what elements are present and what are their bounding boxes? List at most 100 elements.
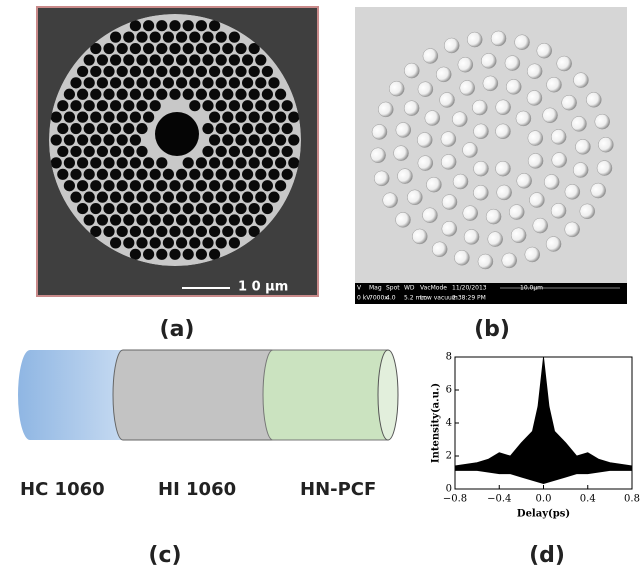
air-hole xyxy=(597,161,612,176)
air-hole xyxy=(235,203,246,214)
air-hole xyxy=(110,214,121,225)
air-hole xyxy=(136,123,147,134)
air-hole xyxy=(404,63,419,78)
x-tick-label: 0.0 xyxy=(536,494,552,505)
air-hole xyxy=(110,169,121,180)
air-hole xyxy=(176,54,187,65)
air-hole xyxy=(282,100,293,111)
air-hole xyxy=(183,43,194,54)
air-hole xyxy=(591,183,606,198)
air-hole xyxy=(123,77,134,88)
air-hole xyxy=(229,192,240,203)
air-hole xyxy=(77,89,88,100)
air-hole xyxy=(417,132,432,147)
air-hole xyxy=(209,203,220,214)
air-hole xyxy=(143,180,154,191)
air-hole xyxy=(222,112,233,123)
air-hole xyxy=(156,157,167,168)
air-hole xyxy=(202,146,213,157)
air-hole xyxy=(189,214,200,225)
air-hole xyxy=(255,54,266,65)
info-value: 2:38:29 PM xyxy=(452,295,486,302)
air-hole xyxy=(235,134,246,145)
air-hole xyxy=(562,95,577,110)
air-hole xyxy=(209,134,220,145)
air-hole xyxy=(57,146,68,157)
air-hole xyxy=(163,54,174,65)
air-hole xyxy=(407,190,422,205)
air-hole xyxy=(216,54,227,65)
air-hole xyxy=(156,180,167,191)
air-hole xyxy=(235,226,246,237)
air-hole xyxy=(491,31,506,46)
air-hole xyxy=(189,100,200,111)
air-hole xyxy=(183,203,194,214)
segment-label: HN-PCF xyxy=(300,479,376,500)
air-hole xyxy=(176,214,187,225)
air-hole xyxy=(110,192,121,203)
air-hole xyxy=(216,237,227,248)
air-hole xyxy=(77,203,88,214)
air-hole xyxy=(150,100,161,111)
air-hole xyxy=(103,180,114,191)
air-hole xyxy=(123,192,134,203)
air-hole xyxy=(103,226,114,237)
air-hole xyxy=(268,146,279,157)
air-hole xyxy=(288,134,299,145)
air-hole xyxy=(229,169,240,180)
air-hole xyxy=(130,112,141,123)
air-hole xyxy=(189,54,200,65)
air-hole xyxy=(90,66,101,77)
air-hole xyxy=(123,214,134,225)
plot-area xyxy=(455,357,632,489)
air-hole xyxy=(262,157,273,168)
air-hole xyxy=(189,32,200,43)
air-hole xyxy=(202,123,213,134)
air-hole xyxy=(572,116,587,131)
air-hole xyxy=(196,89,207,100)
air-hole xyxy=(533,218,548,233)
chart: 02468−0.8−0.40.00.40.8Delay(ps)Intensity… xyxy=(431,352,640,520)
air-hole xyxy=(110,32,121,43)
air-hole xyxy=(442,221,457,236)
air-hole xyxy=(511,228,526,243)
air-hole xyxy=(222,180,233,191)
air-hole xyxy=(117,112,128,123)
air-hole xyxy=(103,112,114,123)
air-hole xyxy=(496,124,511,139)
air-hole xyxy=(90,112,101,123)
air-hole xyxy=(156,20,167,31)
air-hole xyxy=(97,77,108,88)
air-hole xyxy=(130,134,141,145)
air-hole xyxy=(90,134,101,145)
air-hole xyxy=(64,89,75,100)
air-hole xyxy=(103,157,114,168)
air-hole xyxy=(143,226,154,237)
air-hole xyxy=(275,180,286,191)
air-hole xyxy=(150,32,161,43)
air-hole xyxy=(235,157,246,168)
air-hole xyxy=(598,137,613,152)
air-hole xyxy=(202,169,213,180)
air-hole xyxy=(458,57,473,72)
air-hole xyxy=(460,80,475,95)
figure: 1 0 μm (a) VMagSpotWDVacMode11/20/201310… xyxy=(0,0,643,574)
air-hole xyxy=(517,173,532,188)
air-hole xyxy=(209,89,220,100)
air-hole xyxy=(136,237,147,248)
air-hole xyxy=(474,161,489,176)
panel-label: (b) xyxy=(474,317,510,342)
x-tick-label: 0.4 xyxy=(580,494,596,505)
air-hole xyxy=(242,214,253,225)
air-hole xyxy=(117,226,128,237)
air-hole xyxy=(573,73,588,88)
air-hole xyxy=(202,192,213,203)
air-hole xyxy=(282,169,293,180)
air-hole xyxy=(216,214,227,225)
air-hole xyxy=(123,237,134,248)
air-hole xyxy=(222,43,233,54)
air-hole xyxy=(143,157,154,168)
air-hole xyxy=(209,249,220,260)
air-hole xyxy=(209,157,220,168)
air-hole xyxy=(136,100,147,111)
